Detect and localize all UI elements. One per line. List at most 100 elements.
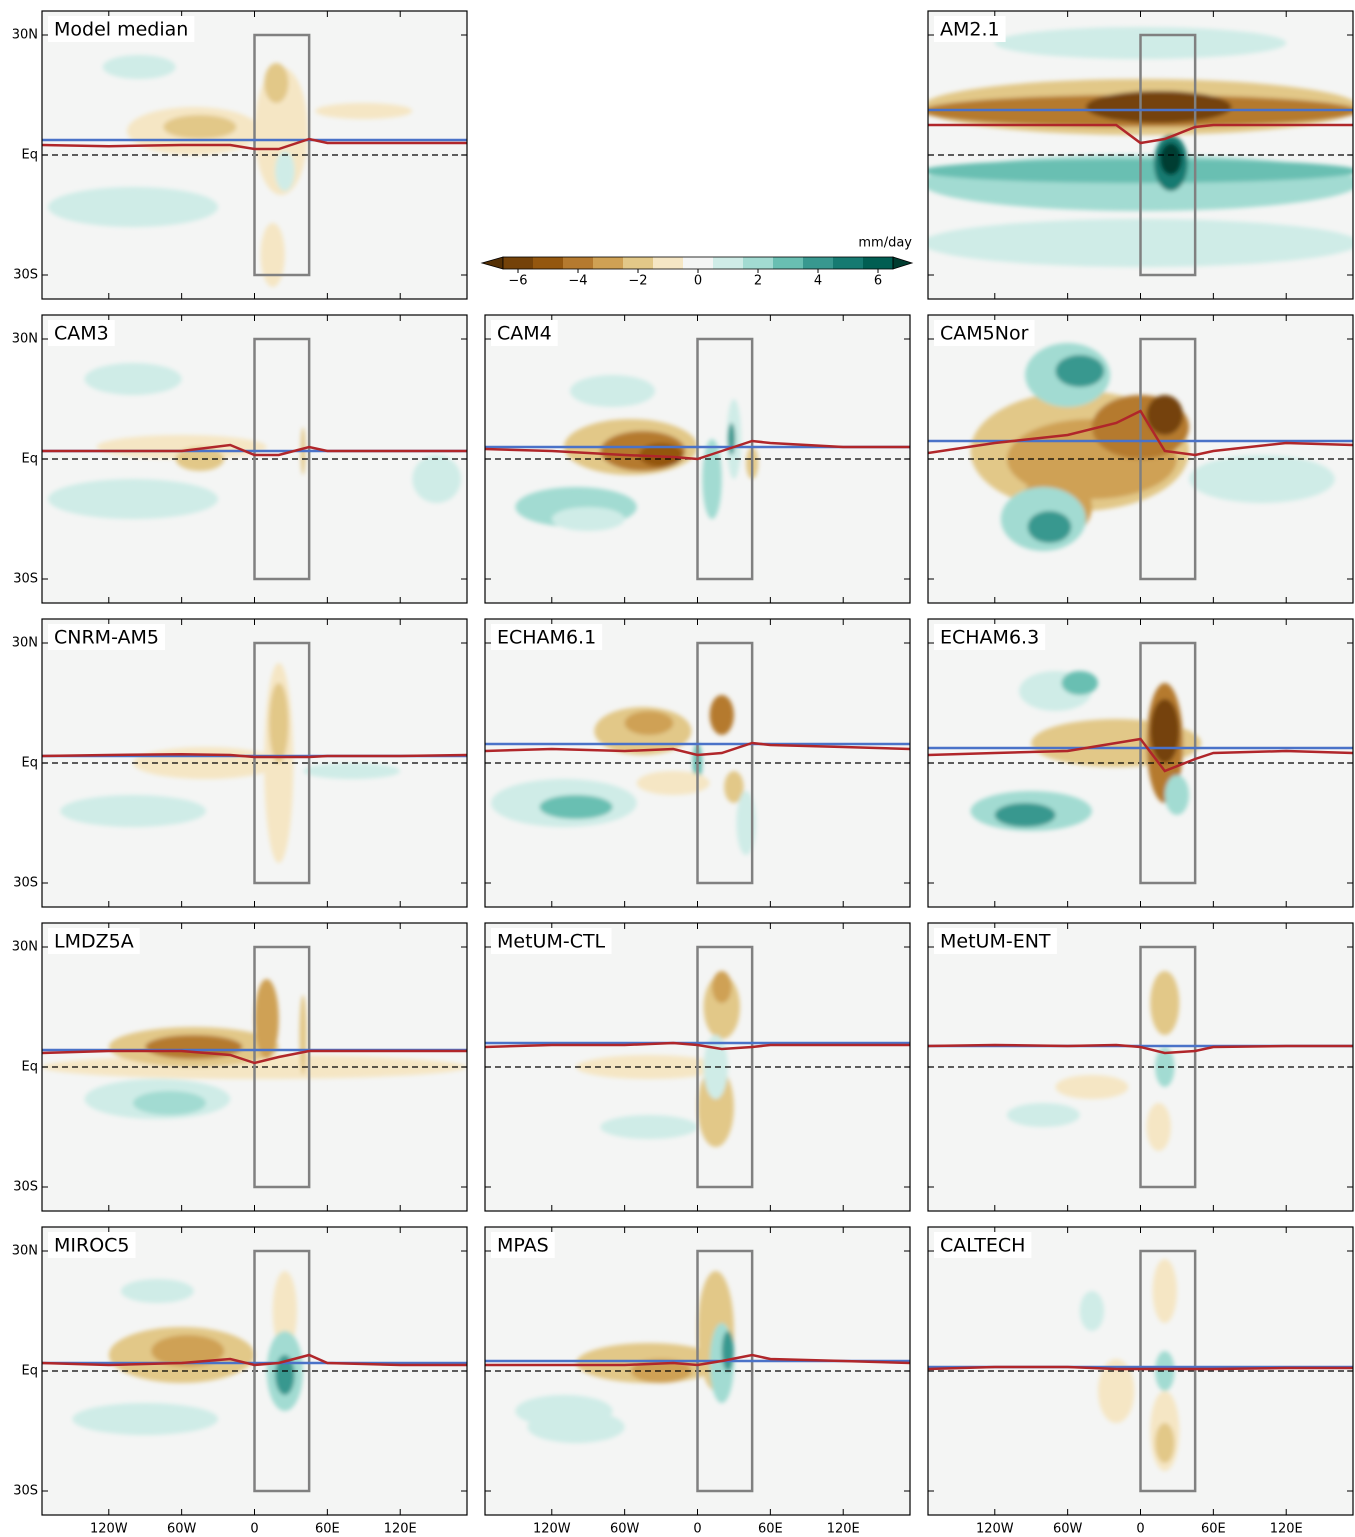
region-box bbox=[253, 945, 311, 1189]
region-box bbox=[1139, 33, 1197, 277]
red-line bbox=[485, 1041, 910, 1051]
red-line bbox=[928, 123, 1353, 145]
anomaly-region bbox=[1164, 775, 1190, 815]
colorbar-tick-label: 6 bbox=[874, 274, 882, 289]
y-tick-label: 30N bbox=[12, 1244, 38, 1259]
red-line bbox=[42, 1353, 467, 1367]
colorbar-segment bbox=[773, 257, 803, 269]
region-box bbox=[253, 33, 311, 277]
map-panel: 120W 60W 0 60E 120E CALTECH bbox=[927, 1226, 1354, 1537]
x-tick-label: 60E bbox=[758, 1522, 783, 1537]
anomaly-region bbox=[1189, 455, 1335, 503]
anomaly-region bbox=[275, 1355, 295, 1395]
anomaly-region bbox=[264, 63, 289, 103]
panel-title: CALTECH bbox=[940, 1235, 1025, 1257]
red-line bbox=[485, 741, 910, 757]
anomaly-region bbox=[1146, 1103, 1171, 1151]
red-line bbox=[928, 737, 1353, 773]
y-tick-label: Eq bbox=[22, 1364, 38, 1379]
title-background bbox=[491, 624, 603, 650]
red-line bbox=[928, 409, 1353, 457]
y-tick-label: Eq bbox=[22, 452, 38, 467]
x-tick-label: 0 bbox=[693, 1522, 701, 1537]
x-tick-label: 60E bbox=[315, 1522, 340, 1537]
anomaly-region bbox=[570, 375, 655, 407]
title-background bbox=[48, 928, 140, 954]
colorbar-tick-label: −4 bbox=[568, 274, 587, 289]
panel-plot-area bbox=[485, 619, 910, 907]
colorbar-segment bbox=[563, 257, 593, 269]
red-line bbox=[485, 439, 910, 461]
anomaly-region bbox=[1155, 1047, 1175, 1087]
panel-plot-area bbox=[928, 619, 1353, 907]
y-tick-label: 30N bbox=[12, 332, 38, 347]
contour-field bbox=[1006, 971, 1180, 1151]
red-line bbox=[42, 1049, 467, 1065]
map-panel: CAM5Nor bbox=[927, 314, 1354, 604]
y-tick-label: 30S bbox=[13, 1180, 38, 1195]
x-tick-label: 0 bbox=[250, 1522, 258, 1537]
title-background bbox=[934, 320, 1035, 346]
x-tick-label: 60W bbox=[610, 1522, 640, 1537]
map-panel: MetUM-ENT bbox=[927, 922, 1354, 1212]
panel-plot-area bbox=[928, 315, 1353, 603]
colorbar-segment bbox=[713, 257, 743, 269]
y-tick-label: 30S bbox=[13, 876, 38, 891]
title-background bbox=[491, 928, 612, 954]
colorbar-segment bbox=[653, 257, 683, 269]
x-tick-label: 120W bbox=[976, 1522, 1014, 1537]
contour-field bbox=[970, 343, 1335, 551]
anomaly-region bbox=[551, 507, 625, 531]
x-tick-label: 60W bbox=[167, 1522, 197, 1537]
anomaly-region bbox=[120, 1279, 194, 1303]
anomaly-region bbox=[1152, 1259, 1177, 1323]
region-box bbox=[253, 641, 311, 885]
anomaly-region bbox=[539, 795, 613, 819]
region-box bbox=[1139, 945, 1197, 1189]
panel-plot-area bbox=[42, 619, 467, 907]
anomaly-region bbox=[1159, 143, 1182, 175]
contour-field bbox=[1079, 1259, 1180, 1471]
y-tick-label: 30N bbox=[12, 28, 38, 43]
anomaly-region bbox=[48, 479, 219, 519]
anomaly-region bbox=[275, 151, 295, 191]
colorbar-unit: mm/day bbox=[858, 236, 912, 251]
y-tick-label: 30N bbox=[12, 636, 38, 651]
anomaly-region bbox=[1061, 671, 1099, 695]
colorbar-tick-label: 4 bbox=[814, 274, 822, 289]
anomaly-region bbox=[721, 1331, 734, 1371]
anomaly-region bbox=[102, 55, 176, 79]
anomaly-region bbox=[1079, 1291, 1105, 1331]
panel-title: LMDZ5A bbox=[54, 931, 134, 953]
title-background bbox=[934, 624, 1046, 650]
anomaly-region bbox=[1085, 91, 1232, 123]
title-background bbox=[48, 1232, 136, 1258]
x-tick-label: 120E bbox=[827, 1522, 860, 1537]
colorbar-segment bbox=[803, 257, 833, 269]
anomaly-region bbox=[928, 219, 1353, 267]
colorbar-segment bbox=[683, 257, 713, 269]
map-panel: ECHAM6.1 bbox=[484, 618, 911, 908]
anomaly-region bbox=[254, 67, 308, 195]
anomaly-region bbox=[1146, 395, 1184, 435]
panel-title: CAM3 bbox=[54, 323, 109, 345]
panel-plot-area bbox=[42, 1227, 467, 1515]
anomaly-region bbox=[72, 1403, 219, 1435]
panel-title: CAM5Nor bbox=[940, 323, 1029, 345]
anomaly-region bbox=[1027, 511, 1072, 543]
anomaly-region bbox=[724, 771, 744, 803]
anomaly-region bbox=[175, 447, 225, 471]
anomaly-region bbox=[412, 455, 461, 503]
title-background bbox=[491, 320, 558, 346]
panel-plot-area bbox=[485, 315, 910, 603]
anomaly-region bbox=[254, 979, 279, 1059]
region-box bbox=[1139, 641, 1197, 885]
panel-plot-area bbox=[485, 923, 910, 1211]
anomaly-region bbox=[299, 995, 307, 1075]
map-panel: 30N Eq 30S Model median bbox=[12, 10, 468, 300]
anomaly-region bbox=[1098, 1359, 1135, 1423]
y-tick-label: Eq bbox=[22, 148, 38, 163]
panel-plot-area bbox=[928, 1227, 1353, 1515]
colorbar-tick-label: −6 bbox=[508, 274, 527, 289]
